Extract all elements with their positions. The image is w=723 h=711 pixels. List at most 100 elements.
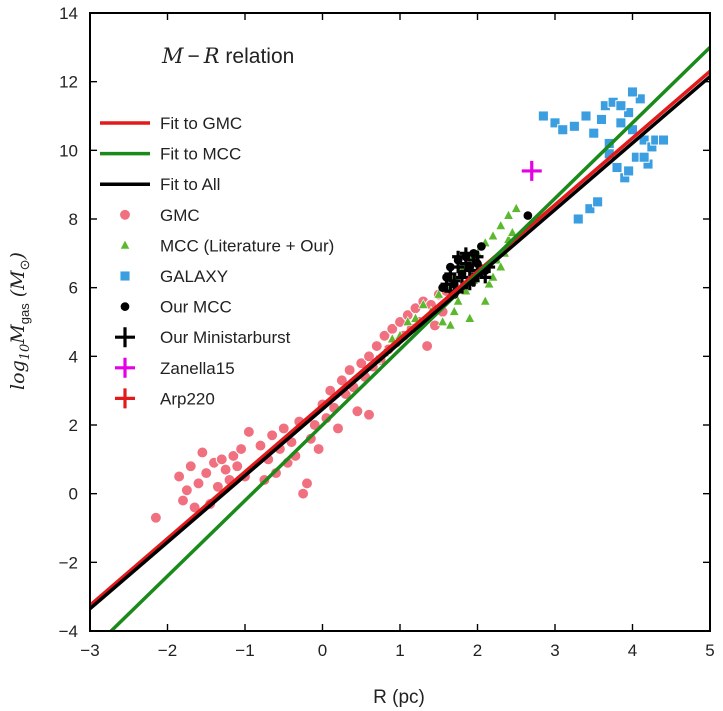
legend-item-mcc-literature-our: MCC (Literature + Our) (119, 236, 334, 255)
data-point-gmc (215, 453, 228, 466)
y-axis-label-var-sub: gas (17, 303, 32, 324)
data-point-gmc (192, 477, 205, 490)
data-point-galaxy (584, 203, 596, 215)
data-point-gmc (370, 340, 383, 352)
data-point-gmc (200, 467, 213, 480)
data-point-our-ministarburst (463, 264, 476, 277)
data-point-gmc (219, 463, 232, 476)
legend-label: Our MCC (160, 298, 232, 317)
data-point-mcc-literature-our (487, 230, 499, 241)
legend-label: Arp220 (160, 389, 215, 408)
legend-swatch (115, 357, 135, 378)
data-point-gmc (254, 439, 267, 452)
data-point-gmc (335, 374, 348, 387)
data-point-gmc (332, 422, 344, 435)
legend-label: MCC (Literature + Our) (160, 236, 334, 255)
line-fit-to-mcc (108, 46, 710, 631)
data-point-galaxy (611, 161, 623, 174)
plot-area (90, 46, 710, 631)
data-point-galaxy (549, 117, 561, 129)
data-point-mcc-literature-our (417, 298, 429, 309)
y-tick-label: 10 (59, 141, 78, 160)
legend-item-fit-to-gmc: Fit to GMC (100, 114, 242, 133)
data-point-gmc (184, 460, 197, 473)
y-axis-label-log-sub: 10 (18, 344, 33, 361)
legend-swatch (120, 302, 130, 311)
data-point-gmc (363, 350, 375, 363)
legend-title-op: − (188, 45, 200, 68)
line-fit-to-gmc (90, 70, 710, 607)
data-point-gmc (355, 357, 368, 370)
data-point-galaxy (615, 100, 627, 112)
legend-label: Zanella15 (160, 359, 235, 378)
data-point-mcc-literature-our (448, 305, 460, 316)
y-tick-label: 2 (69, 416, 78, 435)
data-point-galaxy (634, 93, 646, 105)
data-point-our-ministarburst (459, 257, 472, 270)
data-point-gmc (363, 408, 375, 421)
legend: Fit to GMC Fit to MCC Fit to All GMC MCC (Li… (100, 114, 334, 409)
legend-item-our-mcc: Our MCC (120, 298, 232, 317)
data-point-gmc (421, 340, 434, 352)
legend-item-gmc: GMC (119, 206, 200, 225)
legend-item-zanella15: Zanella15 (115, 357, 235, 378)
series-zanella15 (521, 160, 542, 181)
y-tick-label: 4 (69, 347, 78, 366)
data-point-mcc-literature-our (437, 315, 448, 326)
data-point-gmc (227, 449, 240, 462)
data-point-our-ministarburst (459, 247, 472, 260)
data-point-mcc-literature-our (464, 312, 476, 323)
data-point-mcc-literature-our (433, 288, 445, 299)
data-point-mcc-literature-our (479, 295, 491, 306)
data-point-mcc-literature-our (495, 260, 507, 272)
x-tick-label: −1 (235, 641, 254, 660)
data-point-gmc (196, 446, 209, 459)
data-point-gmc (312, 443, 325, 455)
y-axis-label-unit: (M (7, 270, 29, 297)
y-tick-label: 0 (69, 485, 78, 504)
data-point-galaxy (592, 196, 604, 208)
x-tick-label: 1 (395, 641, 404, 660)
data-point-our-ministarburst (456, 271, 468, 284)
legend-label: GMC (160, 206, 200, 225)
data-point-galaxy (638, 151, 650, 163)
legend-label: GALAXY (160, 267, 228, 286)
x-tick-label: 5 (705, 641, 714, 660)
x-tick-label: −2 (158, 641, 177, 660)
y-tick-label: 14 (59, 4, 78, 23)
y-axis-label-log: log (7, 360, 29, 390)
x-tick-label: 4 (628, 641, 637, 660)
data-point-mcc-literature-our (510, 202, 522, 213)
data-point-our-ministarburst (479, 271, 492, 284)
data-point-our-mcc (523, 211, 533, 220)
legend-swatch (115, 327, 135, 348)
legend-item-our-ministarburst: Our Ministarburst (115, 327, 291, 347)
data-point-gmc (266, 429, 279, 442)
data-point-mcc-literature-our (452, 295, 464, 306)
data-point-galaxy (557, 124, 569, 136)
data-point-gmc (173, 470, 186, 483)
legend-title-rhs: R (203, 44, 220, 68)
legend-item-fit-to-mcc: Fit to MCC (100, 145, 241, 164)
data-point-our-ministarburst (452, 261, 465, 274)
data-point-galaxy (615, 117, 627, 129)
data-point-gmc (235, 443, 248, 455)
y-axis-label: log10Mgas (M⊙) (7, 252, 33, 390)
data-point-galaxy (568, 120, 580, 132)
x-tick-label: 2 (473, 641, 482, 660)
y-tick-label: −2 (59, 553, 78, 572)
data-point-gmc (177, 494, 189, 507)
data-point-zanella15 (521, 160, 542, 181)
x-tick-label: −3 (80, 641, 99, 660)
legend-label: Fit to GMC (160, 114, 242, 133)
x-tick-label: 3 (550, 641, 559, 660)
data-point-gmc (149, 511, 162, 524)
data-point-galaxy (572, 213, 584, 225)
y-tick-label: 6 (69, 279, 78, 298)
y-axis-label-close: ) (7, 252, 29, 260)
legend-title-text: relation (220, 45, 295, 68)
data-point-our-ministarburst (448, 274, 461, 287)
line-fit-to-all (90, 75, 710, 611)
data-point-our-ministarburst (444, 267, 457, 280)
data-point-galaxy (623, 165, 635, 177)
